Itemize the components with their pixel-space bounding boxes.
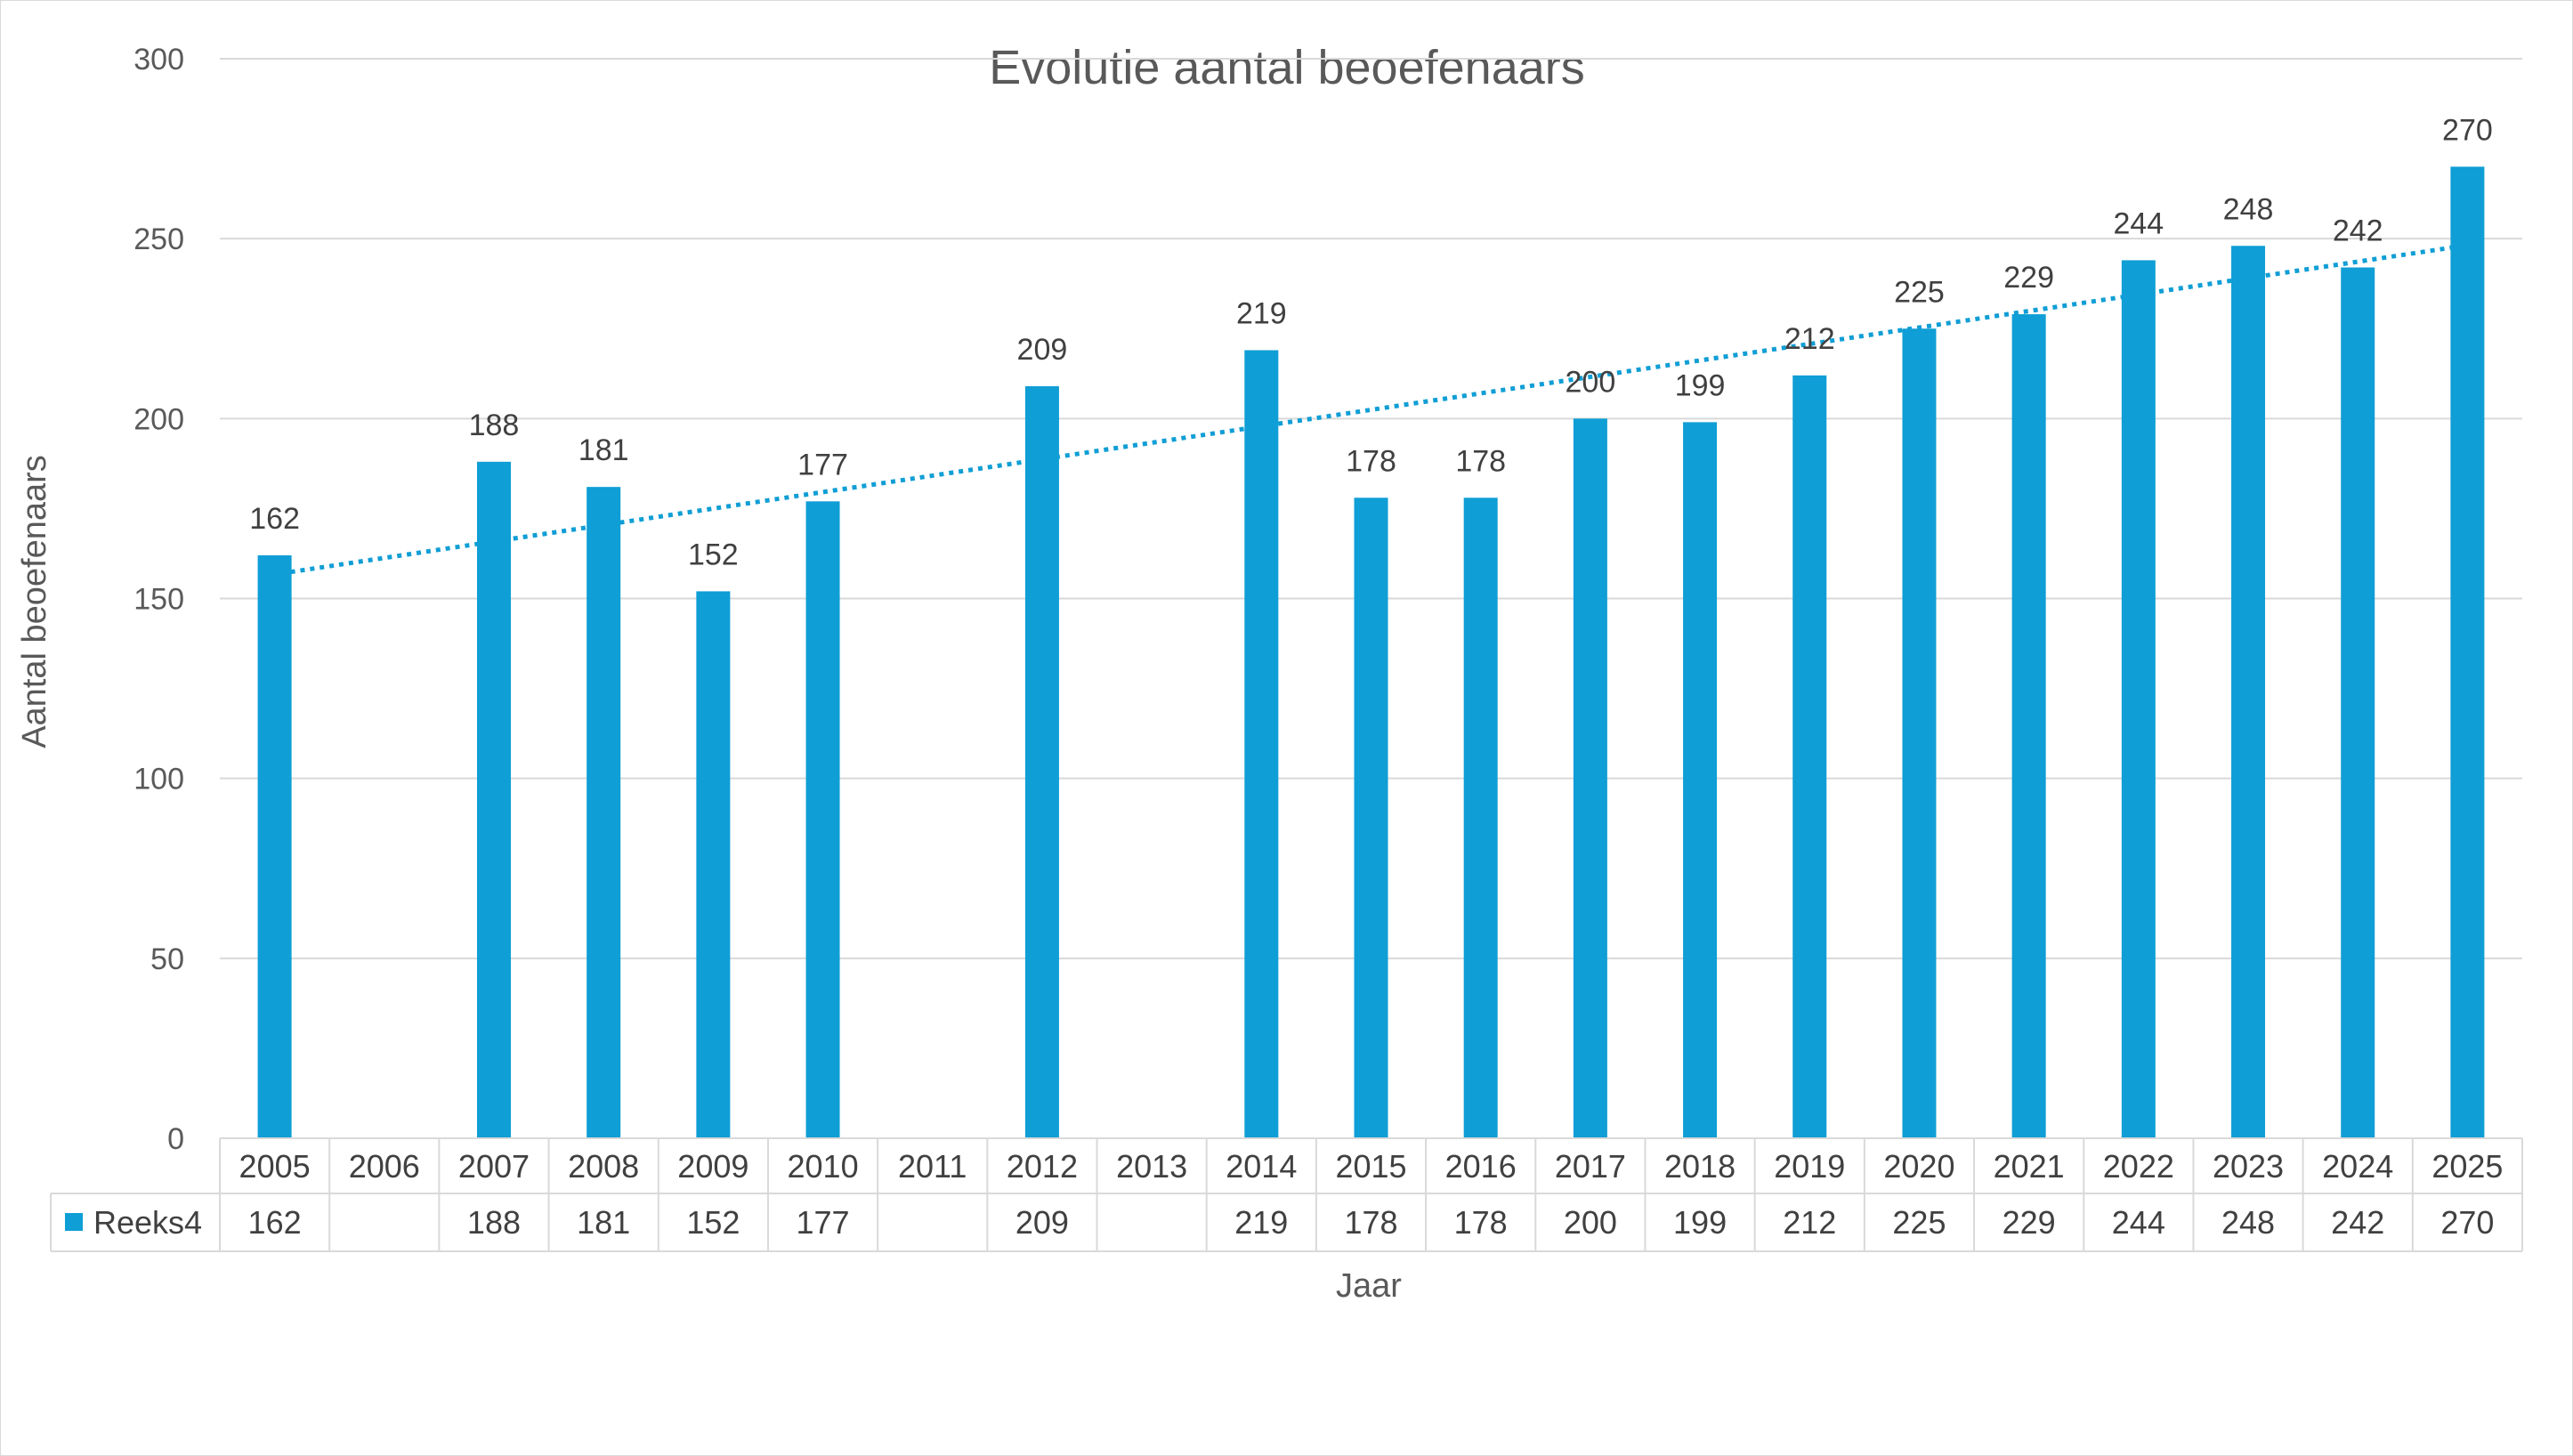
table-value-cell: 242: [2331, 1204, 2384, 1241]
bar-data-label: 242: [2333, 214, 2383, 248]
y-tick-label: 50: [150, 942, 184, 976]
x-category-label: 2024: [2322, 1148, 2393, 1185]
y-tick-label: 100: [134, 763, 184, 797]
bar-data-label: 225: [1894, 275, 1945, 309]
bar: [2121, 260, 2156, 1139]
table-value-cell: 188: [467, 1204, 521, 1241]
bar: [2450, 166, 2485, 1138]
bar: [2011, 314, 2046, 1138]
bar: [1244, 350, 1279, 1138]
table-value-cell: 219: [1234, 1204, 1288, 1241]
bar: [1024, 385, 1059, 1138]
y-axis-title: Aantal beoefenaars: [16, 455, 53, 748]
bar: [696, 591, 731, 1138]
bar: [257, 554, 292, 1138]
bar: [587, 487, 621, 1138]
data-table: 2005 162 2006 2007 188 2008 181 2009 152 2010 177 2…: [50, 1137, 2523, 1252]
bar-data-label: 178: [1346, 444, 1396, 478]
bar-data-label: 188: [469, 408, 520, 442]
bar: [1573, 418, 1607, 1138]
legend-key: [65, 1213, 83, 1231]
y-tick-label: 200: [134, 402, 184, 436]
bar-data-label: 200: [1566, 365, 1616, 399]
bar-data-label: 270: [2442, 113, 2493, 147]
table-value-cell: 178: [1344, 1204, 1397, 1241]
table-value-cell: 229: [2003, 1204, 2056, 1241]
bar-data-label: 181: [579, 433, 629, 467]
x-category-label: 2025: [2431, 1148, 2503, 1185]
bar-data-label: 229: [2003, 261, 2054, 295]
bar-data-label: 178: [1455, 444, 1506, 478]
x-category-label: 2010: [788, 1148, 859, 1185]
x-category-label: 2016: [1445, 1148, 1517, 1185]
bar: [1792, 375, 1827, 1138]
table-value-cell: 212: [1783, 1204, 1836, 1241]
table-value-cell: 200: [1564, 1204, 1617, 1241]
bar: [805, 501, 840, 1138]
table-value-cell: 178: [1454, 1204, 1508, 1241]
table-value-cell: 181: [577, 1204, 630, 1241]
y-tick-label: 0: [167, 1122, 184, 1156]
bar: [2231, 246, 2266, 1139]
bar-data-label: 212: [1784, 322, 1835, 356]
y-axis-ticks: 0 50 100 150 200 250 300: [134, 43, 184, 1156]
x-category-label: 2009: [677, 1148, 748, 1185]
x-category-label: 2005: [239, 1148, 311, 1185]
trendline-line: [290, 245, 2456, 575]
bar: [1683, 422, 1718, 1138]
bar: [2341, 267, 2375, 1139]
table-value-cell: 177: [797, 1204, 850, 1241]
bar-data-label: 162: [249, 502, 300, 536]
x-category-label: 2013: [1116, 1148, 1187, 1185]
x-category-label: 2008: [568, 1148, 639, 1185]
series-name-label: Reeks4: [93, 1204, 202, 1241]
bar-data-label: 199: [1675, 368, 1726, 402]
bar-data-label: 248: [2223, 192, 2274, 226]
bar-data-label: 219: [1236, 297, 1287, 331]
x-category-label: 2012: [1007, 1148, 1078, 1185]
x-category-label: 2011: [898, 1148, 967, 1185]
bars: [257, 166, 2485, 1139]
bar: [1354, 497, 1388, 1138]
table-value-cell: 270: [2440, 1204, 2494, 1241]
x-category-label: 2022: [2103, 1148, 2174, 1185]
x-category-label: 2015: [1335, 1148, 1406, 1185]
table-value-cell: 162: [248, 1204, 302, 1241]
bar-data-label: 177: [797, 448, 848, 481]
table-value-cell: 209: [1015, 1204, 1069, 1241]
bar-data-label: 209: [1017, 333, 1068, 367]
chart-title: Evolutie aantal beoefenaars: [989, 41, 1585, 94]
table-value-cell: 152: [686, 1204, 740, 1241]
x-category-label: 2020: [1883, 1148, 1954, 1185]
y-tick-label: 300: [134, 43, 184, 77]
bar: [1463, 497, 1498, 1138]
y-tick-label: 150: [134, 583, 184, 617]
table-value-cell: 248: [2221, 1204, 2275, 1241]
x-category-label: 2019: [1774, 1148, 1845, 1185]
bar-data-label: 152: [688, 538, 739, 571]
x-category-label: 2017: [1555, 1148, 1626, 1185]
x-category-label: 2007: [458, 1148, 530, 1185]
table-value-cell: 244: [2112, 1204, 2165, 1241]
y-tick-label: 250: [134, 222, 184, 256]
bar: [1902, 328, 1937, 1138]
x-category-label: 2018: [1664, 1148, 1736, 1185]
x-category-label: 2014: [1226, 1148, 1297, 1185]
x-axis-title: Jaar: [1336, 1267, 1402, 1305]
table-value-cell: 199: [1673, 1204, 1727, 1241]
data-labels: 162 188 181 152 177 209 219 178 178 200 199 212 225 2…: [249, 113, 2493, 571]
x-category-label: 2021: [1994, 1148, 2065, 1185]
table-value-cell: 225: [1892, 1204, 1946, 1241]
trendline: [290, 245, 2456, 575]
bar-data-label: 244: [2113, 206, 2164, 240]
x-category-label: 2023: [2213, 1148, 2284, 1185]
bar: [476, 461, 511, 1138]
x-category-label: 2006: [349, 1148, 420, 1185]
